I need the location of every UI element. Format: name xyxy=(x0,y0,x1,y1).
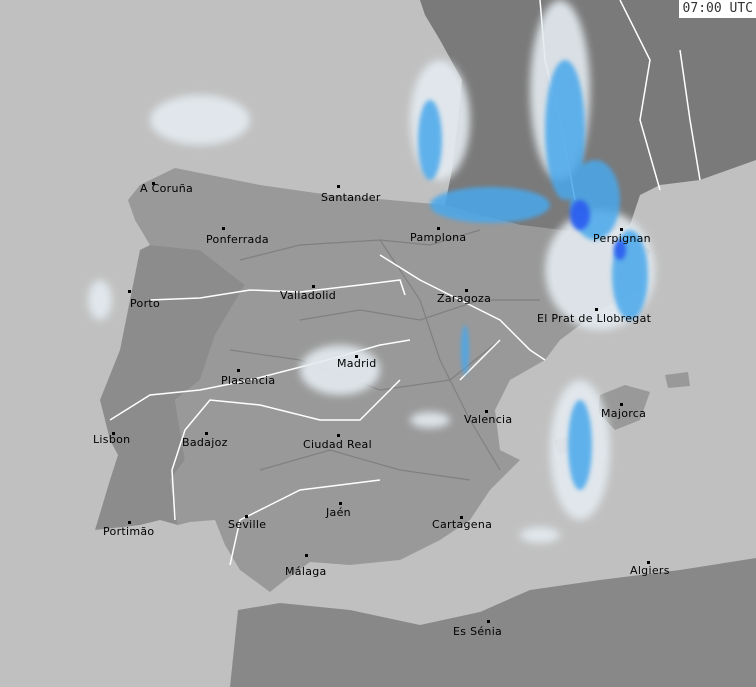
city-label: Santander xyxy=(321,191,381,204)
portugal-land xyxy=(95,245,245,530)
city-label: Plasencia xyxy=(221,374,276,387)
city-label: Cartagena xyxy=(432,518,493,531)
city-marker xyxy=(337,434,340,437)
city-label: Portimão xyxy=(103,525,155,538)
city-marker xyxy=(355,355,358,358)
city-label: Valencia xyxy=(464,413,513,426)
africa-land xyxy=(230,558,756,687)
city-marker xyxy=(620,228,623,231)
city-label: Ciudad Real xyxy=(303,438,372,451)
city-marker xyxy=(460,516,463,519)
city-marker xyxy=(237,369,240,372)
majorca-land xyxy=(598,385,650,430)
city-marker xyxy=(485,410,488,413)
city-label: Jaén xyxy=(326,506,351,519)
city-label: Seville xyxy=(228,518,267,531)
timestamp-label: 07:00 UTC xyxy=(678,0,756,18)
city-label: Perpignan xyxy=(593,232,651,245)
city-marker xyxy=(620,403,623,406)
city-marker xyxy=(487,620,490,623)
city-marker xyxy=(312,285,315,288)
city-marker xyxy=(595,308,598,311)
city-label: Zaragoza xyxy=(437,292,492,305)
radar-echoes xyxy=(88,0,655,543)
city-label: Es Sénia xyxy=(453,625,503,638)
city-marker xyxy=(245,515,248,518)
city-marker xyxy=(205,432,208,435)
city-marker xyxy=(152,182,155,185)
spain-land xyxy=(128,168,650,592)
city-marker xyxy=(337,185,340,188)
city-label: Badajoz xyxy=(182,436,228,449)
city-marker xyxy=(437,227,440,230)
city-label: A Coruña xyxy=(140,182,194,195)
city-label: Pamplona xyxy=(410,231,467,244)
city-marker xyxy=(305,554,308,557)
minorca-land xyxy=(665,372,690,388)
city-marker xyxy=(128,290,131,293)
city-label: Algiers xyxy=(630,564,670,577)
city-label: Madrid xyxy=(337,357,377,370)
city-marker xyxy=(128,521,131,524)
city-label: Majorca xyxy=(601,407,647,420)
city-label: El Prat de Llobregat xyxy=(537,312,652,325)
city-marker xyxy=(647,561,650,564)
city-marker xyxy=(112,432,115,435)
city-marker xyxy=(465,289,468,292)
city-label: Málaga xyxy=(285,565,327,578)
city-label: Lisbon xyxy=(93,433,131,446)
city-label: Valladolid xyxy=(280,289,337,302)
city-label: Ponferrada xyxy=(206,233,269,246)
city-marker xyxy=(222,227,225,230)
city-label: Porto xyxy=(130,297,161,310)
city-marker xyxy=(339,502,342,505)
